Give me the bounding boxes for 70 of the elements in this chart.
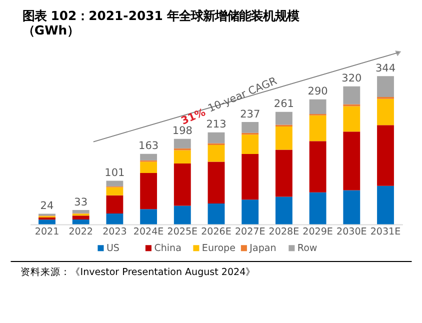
bar (208, 145, 225, 162)
x-tick-label: 2026E (201, 226, 232, 238)
bar (72, 220, 90, 224)
bar (106, 213, 124, 224)
bar (208, 204, 225, 224)
annotation: 163 (138, 140, 159, 152)
chart-title: 图表 102：2021-2031 年全球新增储能装机规模（GWh） (22, 8, 300, 38)
legend-label: Row (297, 243, 318, 254)
annotation: 261 (274, 98, 294, 110)
x-tick-label: 2023 (102, 226, 127, 238)
bar (242, 154, 259, 200)
annotation: 237 (240, 108, 260, 120)
bar (377, 186, 394, 224)
bar (242, 122, 259, 133)
bar (174, 206, 191, 224)
bar (106, 180, 124, 186)
x-tick-label: 2030E (336, 226, 367, 238)
bar (275, 126, 292, 150)
annotation: 24 (40, 200, 54, 212)
x-tick-label: 2029E (302, 226, 333, 238)
legend-label: China (154, 243, 182, 254)
bar (208, 162, 225, 204)
x-tick-label: 2025E (167, 226, 198, 238)
bar (174, 138, 191, 148)
annotation: 290 (308, 86, 328, 98)
bar (242, 200, 259, 224)
bar (309, 115, 326, 142)
text: 资料来源：《Investor Presentation August 2024》 (20, 266, 256, 278)
annotation: 320 (342, 72, 362, 85)
x-tick-label: 2022 (68, 226, 93, 238)
annotation: 213 (206, 118, 226, 131)
x-tick-label: 2027E (234, 226, 266, 238)
bar (343, 86, 360, 104)
bar (343, 190, 360, 224)
bar (38, 220, 56, 224)
bar (140, 209, 158, 224)
annotation: 101 (104, 166, 125, 179)
x-tick-label: 2031E (370, 226, 401, 238)
bar (174, 164, 191, 206)
bar (140, 173, 158, 210)
bar (140, 162, 158, 174)
bar (140, 154, 158, 160)
bar (242, 134, 259, 154)
bar (309, 141, 326, 192)
legend-label: Europe (202, 243, 236, 254)
annotation: 344 (375, 62, 396, 74)
bar (208, 132, 225, 144)
bar (275, 196, 292, 224)
bar (309, 192, 326, 224)
x-tick-label: 2028E (268, 226, 300, 238)
legend-label: Japan (248, 243, 276, 254)
bar (106, 195, 124, 214)
annotation: 33 (74, 196, 88, 208)
bar (377, 76, 394, 98)
bar (72, 210, 90, 214)
bar (309, 99, 326, 114)
legend-label: US (106, 243, 120, 254)
bar (343, 106, 360, 132)
annotation: 198 (172, 125, 192, 138)
bar (343, 132, 360, 190)
bar (38, 217, 56, 220)
bar (72, 216, 90, 220)
x-tick-label: 2024E (133, 226, 164, 238)
bar (174, 150, 191, 164)
bar (275, 112, 292, 125)
bar (106, 187, 124, 196)
bar (275, 150, 292, 197)
bar (377, 125, 394, 186)
bar (377, 98, 394, 126)
x-tick-label: 2021 (34, 226, 60, 238)
